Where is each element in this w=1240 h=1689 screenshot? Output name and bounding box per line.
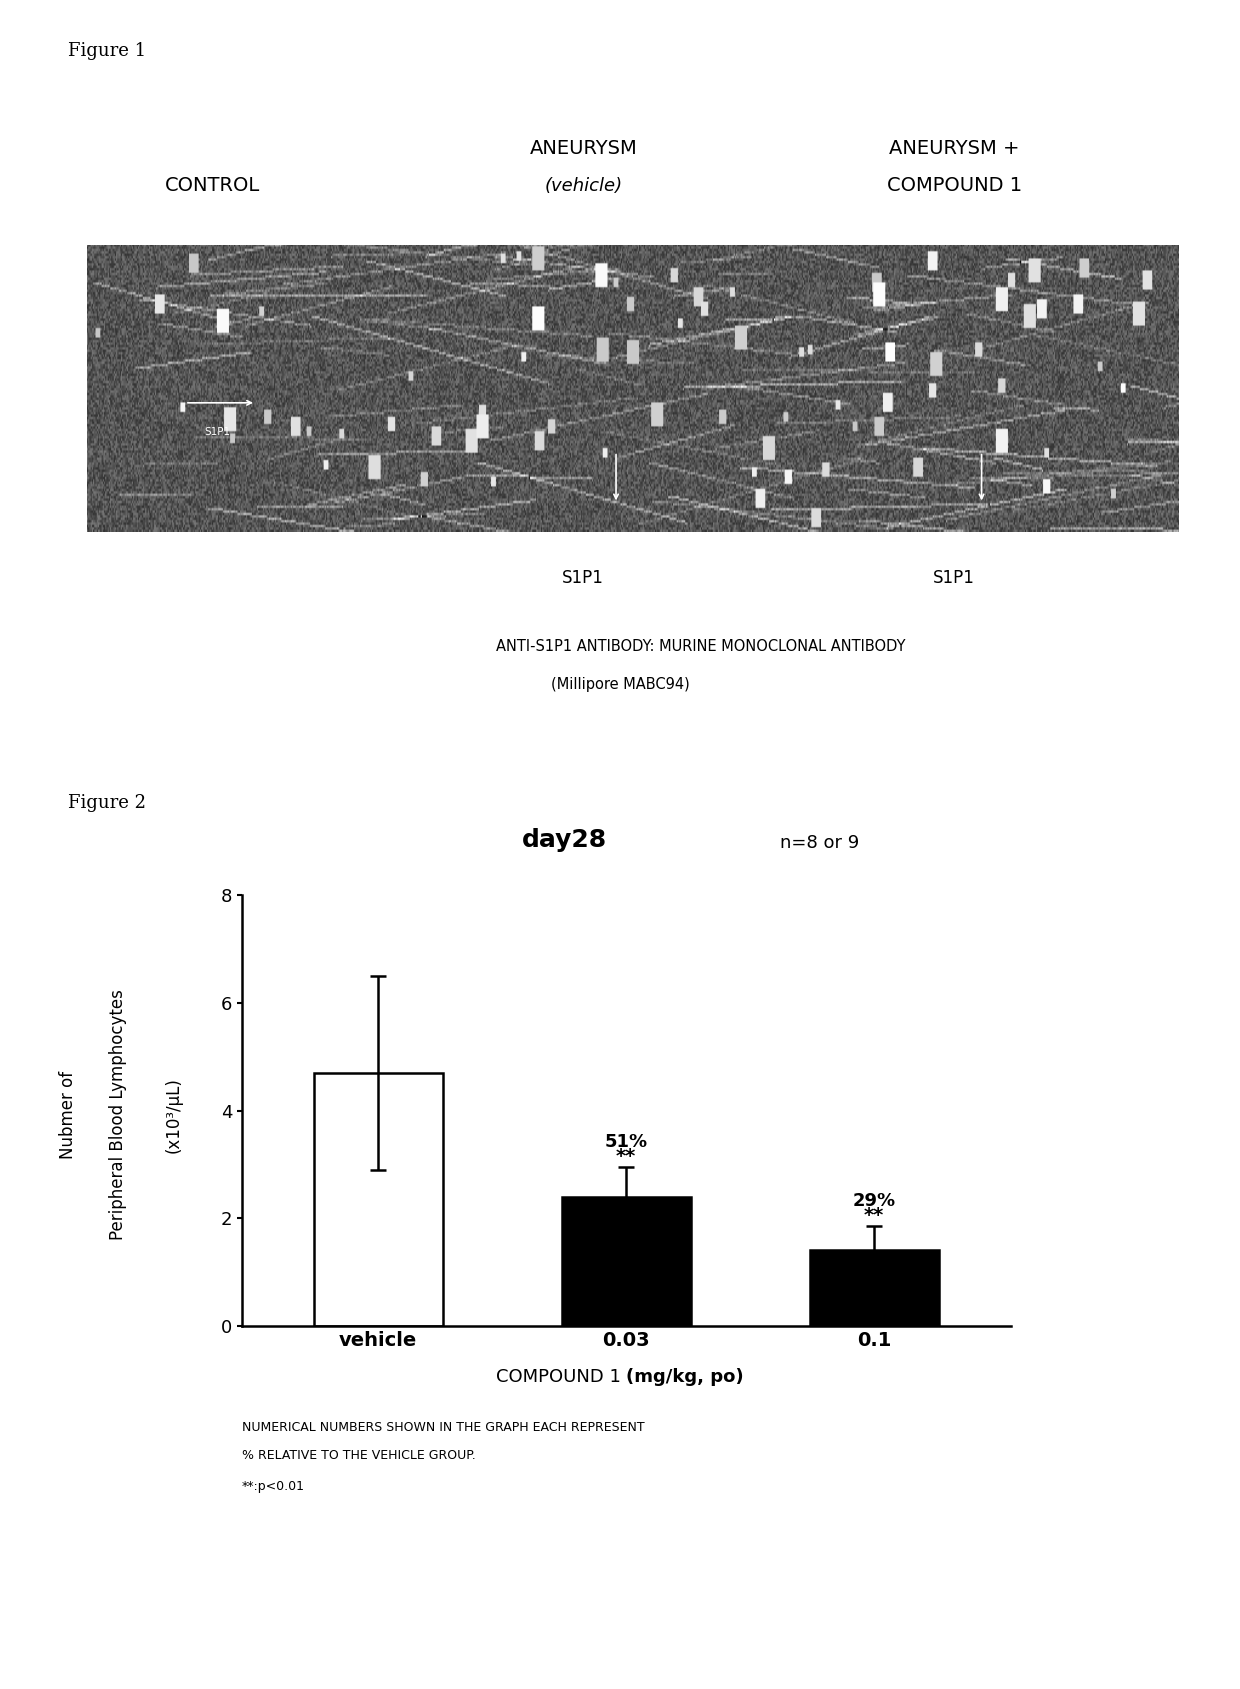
- Text: n=8 or 9: n=8 or 9: [780, 834, 859, 853]
- Text: COMPOUND 1: COMPOUND 1: [887, 176, 1022, 196]
- Text: ANEURYSM +: ANEURYSM +: [889, 138, 1019, 159]
- Text: S1P1: S1P1: [205, 427, 231, 436]
- Text: Nubmer of: Nubmer of: [60, 1071, 77, 1159]
- Text: **: **: [616, 1147, 636, 1165]
- Text: COMPOUND 1: COMPOUND 1: [496, 1368, 626, 1385]
- Text: day28: day28: [522, 828, 608, 853]
- Bar: [562, 1198, 691, 1326]
- Text: S1P1: S1P1: [563, 569, 604, 588]
- Text: (x10³/μL): (x10³/μL): [165, 1078, 182, 1152]
- Text: (mg/kg, po): (mg/kg, po): [626, 1368, 744, 1385]
- Text: CONTROL: CONTROL: [165, 176, 260, 196]
- Text: (Millipore MABC94): (Millipore MABC94): [551, 677, 689, 691]
- Text: ANTI-S1P1 ANTIBODY: MURINE MONOCLONAL ANTIBODY: ANTI-S1P1 ANTIBODY: MURINE MONOCLONAL AN…: [496, 640, 905, 654]
- Text: 51%: 51%: [605, 1133, 647, 1150]
- Text: Figure 2: Figure 2: [68, 794, 146, 812]
- Text: S1P1: S1P1: [934, 569, 975, 588]
- Text: ANEURYSM: ANEURYSM: [529, 138, 637, 159]
- Text: % RELATIVE TO THE VEHICLE GROUP.: % RELATIVE TO THE VEHICLE GROUP.: [242, 1449, 476, 1463]
- Text: 29%: 29%: [853, 1192, 895, 1209]
- Bar: [314, 1073, 443, 1326]
- Text: **: **: [864, 1206, 884, 1225]
- Text: (vehicle): (vehicle): [544, 177, 622, 194]
- Bar: [810, 1250, 939, 1326]
- Text: **:p<0.01: **:p<0.01: [242, 1480, 305, 1493]
- Text: Figure 1: Figure 1: [68, 42, 146, 61]
- Text: NUMERICAL NUMBERS SHOWN IN THE GRAPH EACH REPRESENT: NUMERICAL NUMBERS SHOWN IN THE GRAPH EAC…: [242, 1420, 645, 1434]
- Text: Peripheral Blood Lymphocytes: Peripheral Blood Lymphocytes: [109, 990, 126, 1240]
